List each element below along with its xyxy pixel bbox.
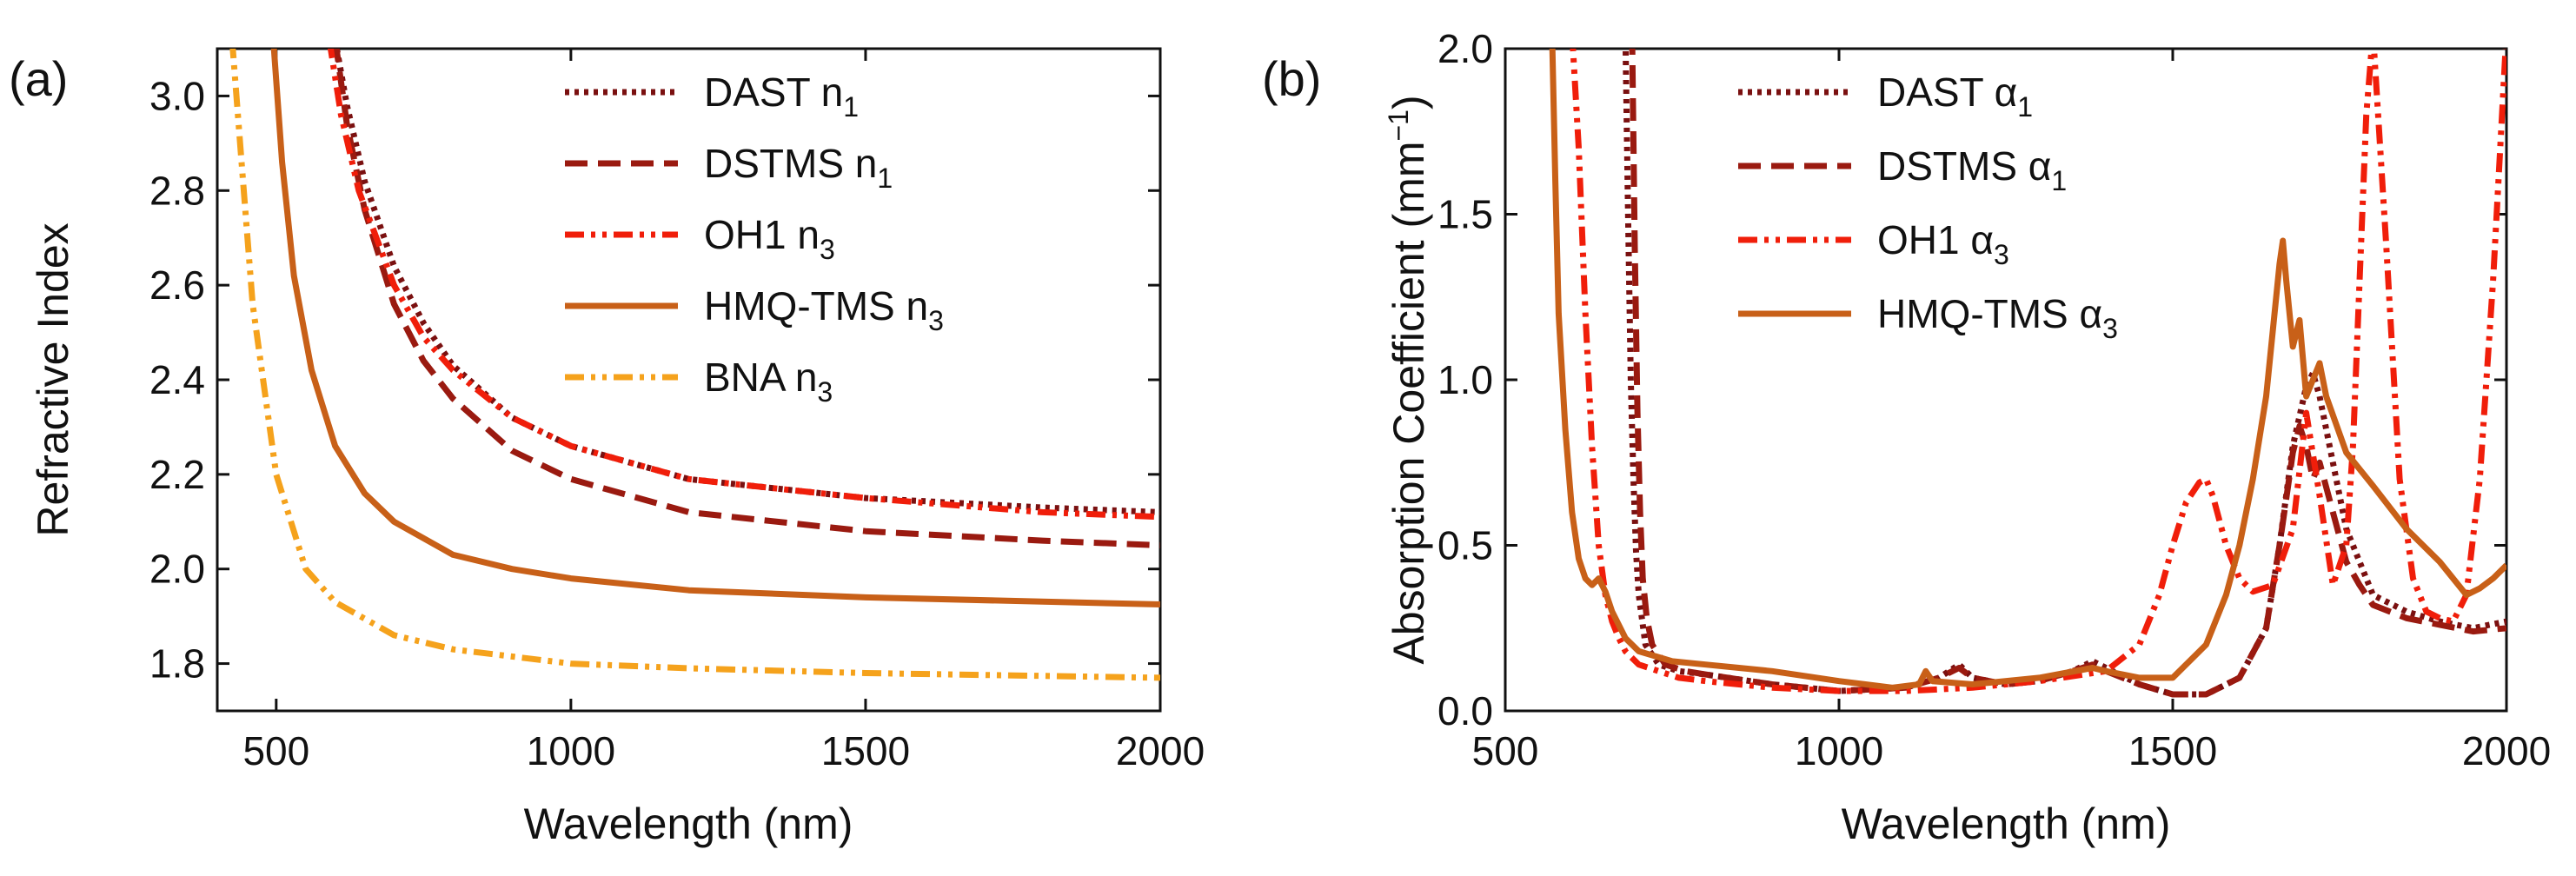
x-tick-label-a-2000: 2000 xyxy=(1116,728,1205,773)
legend-label-a-oh1: OH1 n3 xyxy=(704,212,835,265)
series-line-a-bna xyxy=(229,49,1160,681)
x-tick-label-a-1500: 1500 xyxy=(821,728,910,773)
legend-label-a-hmq-tms: HMQ-TMS n3 xyxy=(704,283,944,336)
x-axis-label-b: Wavelength (nm) xyxy=(1842,800,2171,848)
series-line-b-dast xyxy=(1622,49,2506,698)
plot-frame-a xyxy=(216,47,1162,713)
y-axis-label-a: Refractive Index xyxy=(29,222,77,536)
panel-label-a: (a) xyxy=(9,51,68,106)
series-line-b-dstms xyxy=(1629,49,2506,698)
x-tick-label-b-500: 500 xyxy=(1472,728,1539,773)
y-axis-label-b-sup: −1 xyxy=(1383,110,1414,141)
y-axis-label-b-main: Absorption Coefficient (mm xyxy=(1384,142,1433,665)
legend-label-b-oh1: OH1 α3 xyxy=(1877,217,2009,270)
legend-label-b-hmq-tms: HMQ-TMS α3 xyxy=(1877,291,2118,344)
legend-label-a-dast: DAST n1 xyxy=(704,70,859,123)
x-tick-label-b-2000: 2000 xyxy=(2462,728,2551,773)
x-tick-label-b-1000: 1000 xyxy=(1795,728,1883,773)
legend-label-a-bna: BNA n3 xyxy=(704,355,833,408)
y-tick-label-b-0.5: 0.5 xyxy=(1437,523,1493,568)
y-tick-label-a-2.6: 2.6 xyxy=(149,262,205,308)
x-tick-label-b-1500: 1500 xyxy=(2128,728,2217,773)
x-tick-label-a-1000: 1000 xyxy=(527,728,615,773)
chart-panel-a: (a) 500 1000 1500 2000 1.8 2.0 2.2 2.4 2.6 2.8 3.0… xyxy=(9,47,1205,848)
y-tick-label-a-2.4: 2.4 xyxy=(149,357,205,402)
series-line-b-oh1 xyxy=(1570,49,2506,694)
y-axis-label-b-end: ) xyxy=(1384,95,1433,110)
y-tick-label-a-2.8: 2.8 xyxy=(149,168,205,213)
legend-label-a-dstms: DSTMS n1 xyxy=(704,141,893,194)
y-tick-label-b-1.0: 1.0 xyxy=(1437,357,1493,402)
y-tick-label-b-1.5: 1.5 xyxy=(1437,192,1493,237)
y-axis-label-b: Absorption Coefficient (mm−1) xyxy=(1383,95,1433,664)
y-tick-label-a-2.2: 2.2 xyxy=(149,452,205,497)
series-line-a-oh1 xyxy=(327,49,1160,521)
y-tick-label-a-1.8: 1.8 xyxy=(149,641,205,687)
x-tick-label-a-500: 500 xyxy=(242,728,309,773)
y-tick-label-b-2.0: 2.0 xyxy=(1437,26,1493,71)
x-axis-label-a: Wavelength (nm) xyxy=(524,800,853,848)
y-tick-label-a-3.0: 3.0 xyxy=(149,73,205,118)
panel-label-b: (b) xyxy=(1262,51,1321,106)
chart-panel-b: (b) 500 1000 1500 2000 0.0 0.5 1.0 1.5 2.0 DAST … xyxy=(1262,26,2551,848)
series-line-b-hmq-tms xyxy=(1549,49,2506,691)
series-line-a-hmq-tms xyxy=(270,49,1160,607)
y-tick-label-a-2.0: 2.0 xyxy=(149,547,205,592)
legend-label-b-dstms: DSTMS α1 xyxy=(1877,143,2067,196)
y-tick-label-b-0.0: 0.0 xyxy=(1437,688,1493,733)
legend-label-b-dast: DAST α1 xyxy=(1877,70,2033,123)
